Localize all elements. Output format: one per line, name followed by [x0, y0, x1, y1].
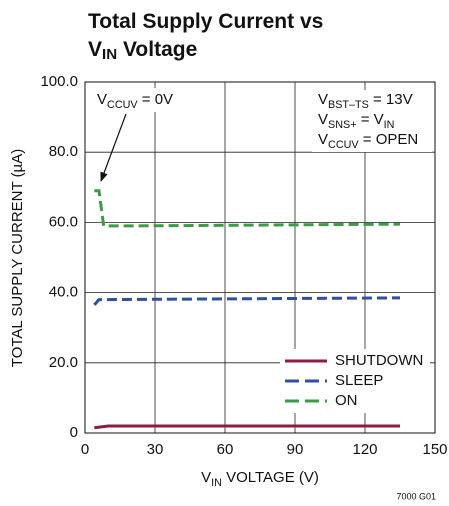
text-segment: VOLTAGE (V)	[222, 469, 319, 486]
plot-frame	[84, 81, 436, 434]
text-segment: V	[97, 91, 107, 108]
annotation-background	[312, 90, 432, 152]
y-tick-label: 60.0	[49, 213, 78, 230]
y-tick-label: 80.0	[49, 143, 78, 160]
legend-label: SHUTDOWN	[335, 352, 423, 369]
legend-label: SLEEP	[335, 372, 383, 389]
y-tick-label: 40.0	[49, 284, 78, 301]
x-axis-label: VIN VOLTAGE (V)	[201, 469, 319, 489]
x-tick-label: 0	[81, 441, 89, 458]
subscript: CCUV	[328, 139, 359, 151]
subscript: CCUV	[107, 99, 138, 111]
series-line	[94, 424, 400, 430]
figure-id: 7000 G01	[396, 491, 436, 501]
subscript: BST–TS	[328, 99, 369, 111]
text-segment: = 13V	[369, 91, 413, 108]
annotation: VCCUV = OPEN	[318, 131, 418, 151]
annotation: VBST–TS = 13V	[318, 91, 413, 111]
annotation-arrow	[100, 113, 127, 182]
legend-label: ON	[335, 392, 358, 409]
text-segment: Voltage	[117, 38, 197, 61]
annotation: VCCUV = 0V	[97, 91, 173, 111]
y-tick-label: 0	[70, 424, 78, 441]
x-tick-label: 150	[422, 441, 447, 458]
text-segment: Total Supply Current vs	[88, 10, 323, 33]
y-tick-label: 100.0	[40, 73, 78, 90]
annotation-background	[92, 88, 192, 112]
x-tick-label: 90	[287, 441, 304, 458]
subscript: IN	[102, 46, 117, 63]
chart-title: VIN Voltage	[88, 38, 197, 63]
text-segment: = OPEN	[359, 131, 419, 148]
annotation: VSNS+ = VIN	[318, 111, 394, 131]
y-tick-label: 20.0	[49, 354, 78, 371]
x-tick-label: 60	[217, 441, 234, 458]
text-segment: V	[318, 131, 328, 148]
text-segment: V	[318, 91, 328, 108]
chart-title: Total Supply Current vs	[88, 10, 323, 33]
text-segment: V	[88, 38, 102, 61]
x-tick-label: 120	[352, 441, 377, 458]
y-axis-label: TOTAL SUPPLY CURRENT (µA)	[9, 149, 26, 367]
subscript: IN	[211, 477, 222, 489]
series-line	[93, 296, 401, 306]
x-tick-label: 30	[147, 441, 164, 458]
text-segment: = 0V	[138, 91, 173, 108]
text-segment: V	[318, 111, 328, 128]
subscript: IN	[384, 119, 395, 131]
text-segment: V	[201, 469, 211, 486]
subscript: SNS+	[328, 119, 357, 131]
series-line	[94, 189, 401, 228]
text-segment: = V	[357, 111, 384, 128]
